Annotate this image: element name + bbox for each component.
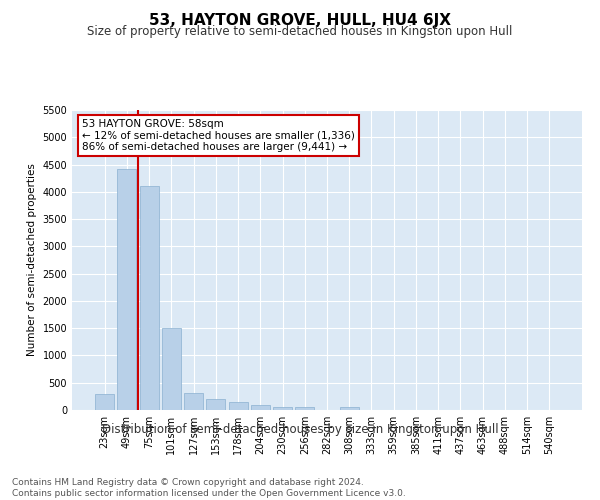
Text: 53 HAYTON GROVE: 58sqm
← 12% of semi-detached houses are smaller (1,336)
86% of : 53 HAYTON GROVE: 58sqm ← 12% of semi-det… xyxy=(82,119,355,152)
Bar xyxy=(184,393,203,410)
Bar xyxy=(229,402,248,410)
Text: 53, HAYTON GROVE, HULL, HU4 6JX: 53, HAYTON GROVE, HULL, HU4 6JX xyxy=(149,12,451,28)
Bar xyxy=(273,407,292,410)
Bar xyxy=(118,169,136,410)
Text: Size of property relative to semi-detached houses in Kingston upon Hull: Size of property relative to semi-detach… xyxy=(88,25,512,38)
Bar xyxy=(206,400,225,410)
Bar xyxy=(295,407,314,410)
Bar xyxy=(251,405,270,410)
Bar xyxy=(162,328,181,410)
Text: Contains HM Land Registry data © Crown copyright and database right 2024.
Contai: Contains HM Land Registry data © Crown c… xyxy=(12,478,406,498)
Bar xyxy=(140,186,158,410)
Bar xyxy=(95,394,114,410)
Text: Distribution of semi-detached houses by size in Kingston upon Hull: Distribution of semi-detached houses by … xyxy=(101,422,499,436)
Y-axis label: Number of semi-detached properties: Number of semi-detached properties xyxy=(27,164,37,356)
Bar xyxy=(340,407,359,410)
